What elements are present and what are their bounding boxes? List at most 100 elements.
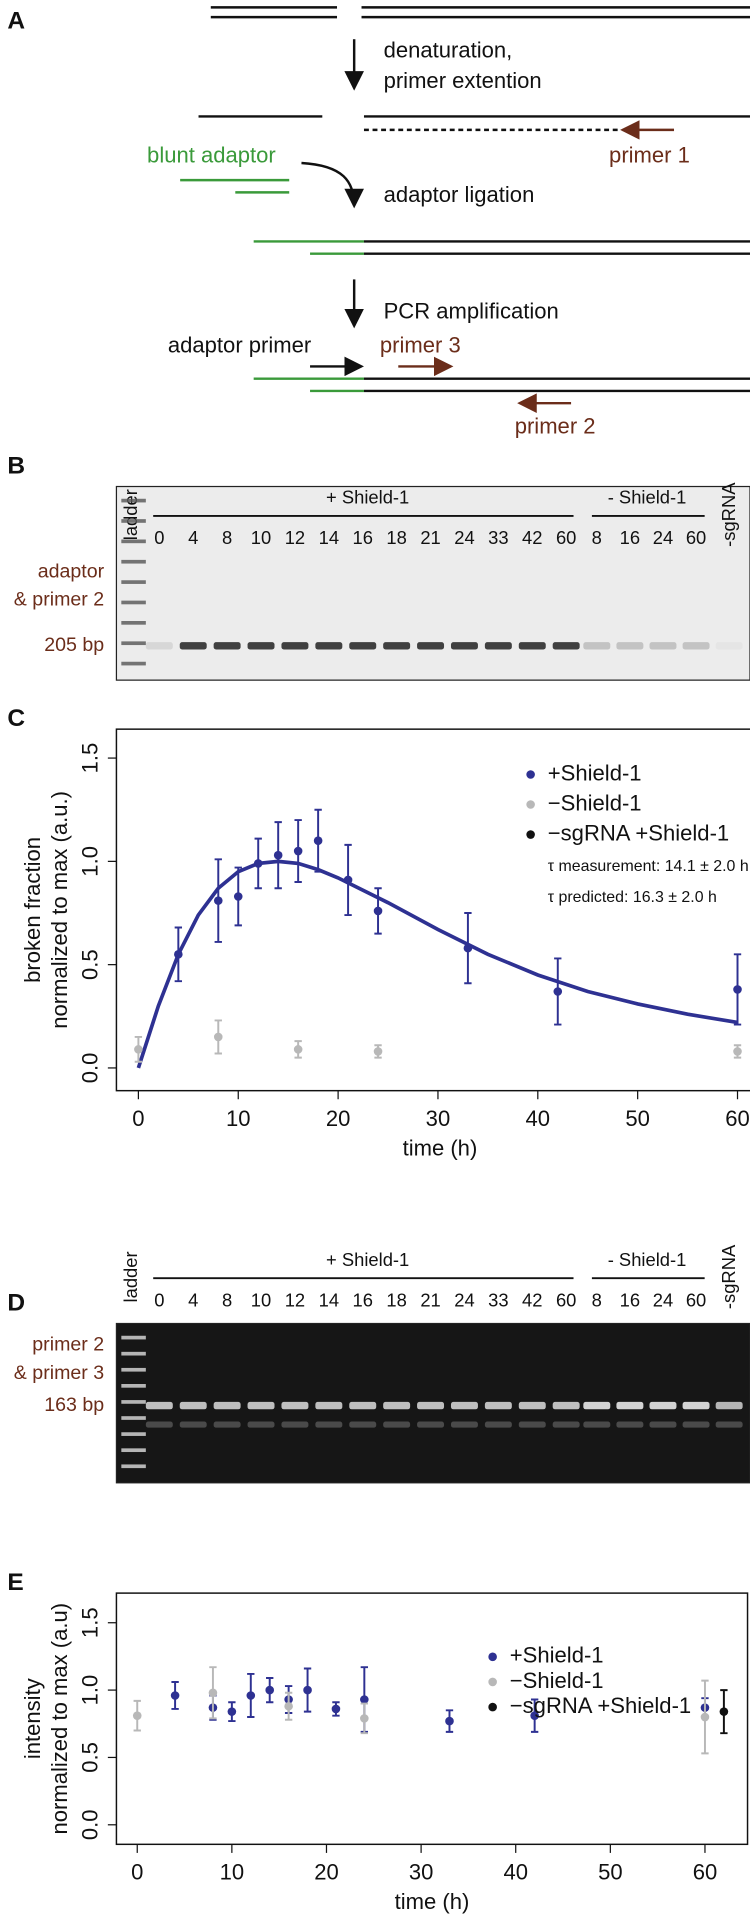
data-point: [313, 836, 323, 845]
band: [281, 1401, 309, 1410]
x-tick-label: 40: [503, 1860, 528, 1885]
lane-label: 0: [154, 1289, 164, 1310]
primer-label: primer 1: [609, 143, 690, 168]
data-point: [733, 1047, 742, 1056]
data-point: [170, 1691, 180, 1700]
lane-label: 16: [620, 527, 640, 548]
band: [349, 1421, 377, 1428]
band: [682, 642, 710, 650]
band: [450, 1401, 478, 1410]
band: [383, 1421, 411, 1428]
lane-label: 8: [592, 1289, 602, 1310]
band: [417, 642, 445, 650]
legend-label: +Shield-1: [510, 1643, 604, 1668]
data-point: [208, 1688, 218, 1698]
x-tick-label: 10: [226, 1106, 251, 1131]
lane-label: 4: [188, 1289, 198, 1310]
band: [616, 1401, 644, 1410]
y-axis-label: normalized to max (a.u): [47, 1603, 72, 1835]
band: [349, 642, 377, 650]
band: [247, 1401, 275, 1410]
band: [552, 1421, 580, 1428]
data-point: [553, 987, 563, 996]
lane-label: 60: [686, 1289, 706, 1310]
data-point: [273, 850, 283, 860]
ladder-band: [121, 1432, 146, 1436]
band: [450, 1421, 478, 1428]
lane-label: 21: [420, 1289, 440, 1310]
lane-label: 16: [620, 1289, 640, 1310]
band: [616, 1421, 644, 1428]
lane-label: -sgRNA: [718, 482, 739, 547]
ladder-band: [121, 641, 146, 646]
band: [518, 1421, 546, 1428]
legend-marker: [488, 1677, 497, 1687]
x-tick-label: 30: [426, 1106, 451, 1131]
band: [383, 642, 411, 650]
lane-label: 12: [285, 1289, 305, 1310]
band: [247, 1421, 275, 1428]
band-label: 163 bp: [44, 1394, 104, 1416]
lane-label: 24: [653, 527, 673, 548]
arrow: [301, 161, 364, 209]
data-point: [174, 950, 183, 959]
data-point: [331, 1704, 341, 1714]
lane-label: 42: [522, 1289, 542, 1310]
lane-label: 8: [592, 527, 602, 548]
band: [315, 1401, 343, 1410]
x-tick-label: 20: [314, 1860, 339, 1885]
legend-label: −sgRNA +Shield-1: [510, 1693, 691, 1718]
legend-label: −Shield-1: [510, 1668, 604, 1693]
data-point: [293, 846, 303, 856]
data-point: [733, 985, 742, 994]
lane-label: 4: [188, 527, 198, 548]
panel-label: E: [7, 1569, 23, 1596]
lane-label: ladder: [120, 489, 141, 540]
band: [716, 642, 743, 649]
plot-frame: [115, 1592, 749, 1846]
legend-marker: [526, 770, 535, 779]
legend-label: −Shield-1: [548, 790, 642, 815]
band: [315, 1421, 343, 1428]
lane-label: 10: [251, 527, 271, 548]
adaptor-label: blunt adaptor: [147, 143, 276, 168]
band: [484, 642, 512, 650]
band: [583, 1401, 611, 1410]
data-point: [132, 1711, 142, 1720]
row-label: & primer 2: [14, 589, 104, 611]
x-tick-label: 50: [625, 1106, 650, 1131]
data-point: [265, 1685, 275, 1695]
primer-label: primer 2: [515, 414, 596, 439]
band: [145, 1401, 173, 1410]
data-point: [360, 1695, 369, 1704]
band: [518, 642, 546, 650]
ladder-band: [121, 1400, 146, 1404]
ladder-band: [121, 580, 146, 584]
ladder-band: [121, 1384, 146, 1388]
annotation: τ measurement: 14.1 ± 2.0 h: [548, 858, 749, 875]
x-tick-label: 20: [326, 1106, 351, 1131]
data-point: [233, 892, 243, 901]
step: primer extention: [384, 68, 542, 93]
data-point: [719, 1707, 729, 1716]
lane-label: 16: [353, 1289, 373, 1310]
lane-label: 10: [251, 1289, 271, 1310]
y-tick-label: 1.5: [78, 1607, 103, 1638]
plot-frame: [115, 728, 750, 1092]
lane-label: 8: [222, 527, 232, 548]
band: [583, 1421, 611, 1428]
data-point: [293, 1045, 303, 1054]
x-axis-label: time (h): [403, 1135, 478, 1160]
panel-label: C: [7, 705, 25, 732]
band: [383, 1401, 411, 1410]
data-point: [700, 1712, 710, 1722]
group-label: + Shield-1: [326, 1249, 409, 1270]
lane-label: ladder: [120, 1251, 141, 1302]
dna: [363, 377, 750, 393]
lane-label: 12: [285, 527, 305, 548]
lane-label: 60: [686, 527, 706, 548]
band: [145, 1421, 173, 1428]
band: [552, 642, 580, 650]
band: [315, 642, 343, 650]
ladder-band: [121, 539, 146, 544]
